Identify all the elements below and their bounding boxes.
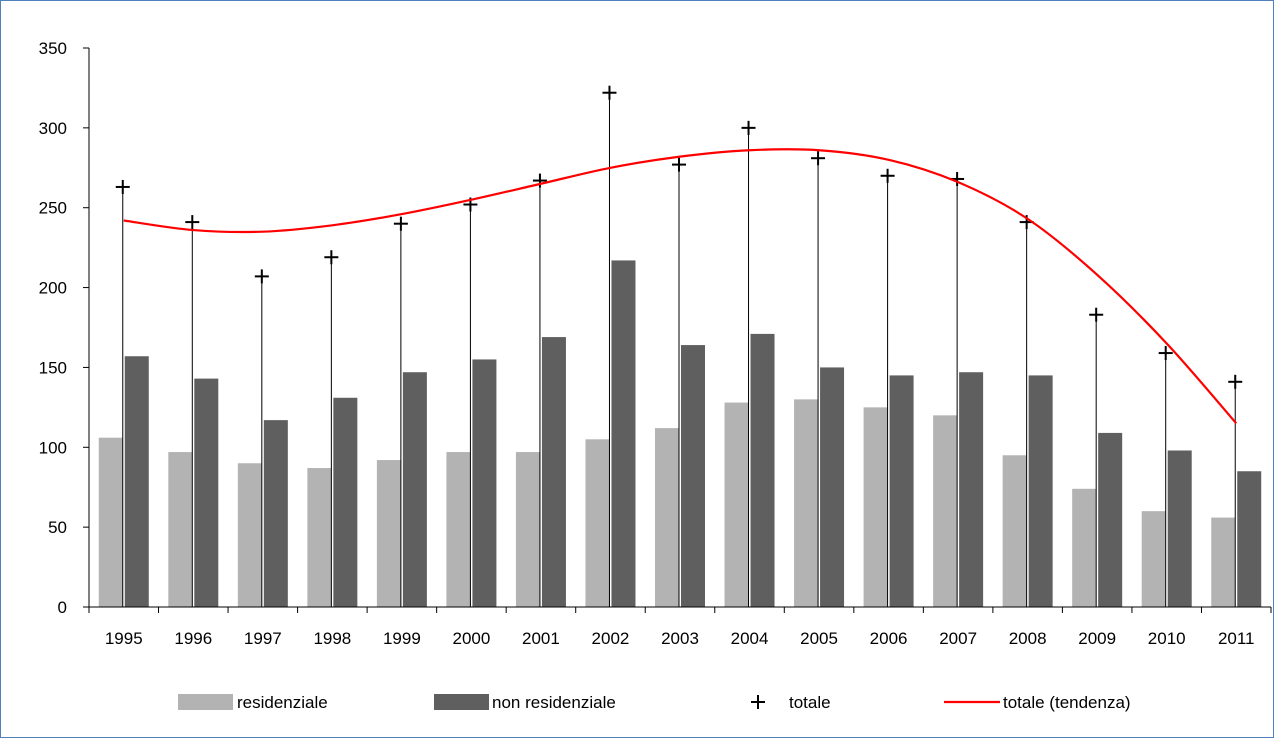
x-tick-label-2003: 2003: [661, 629, 699, 648]
bar-residenziale-2002: [585, 439, 610, 607]
totale-marker-1997: [254, 269, 269, 284]
x-tick-label-2000: 2000: [452, 629, 490, 648]
legend-label-totale: totale: [789, 693, 831, 712]
bar-residenziale-2011: [1211, 517, 1236, 607]
axes-group: 0 50 100 150 200 250 300 350 1995 1996 1997 1998 199…: [39, 39, 1272, 648]
x-tick-label-1996: 1996: [174, 629, 212, 648]
bar-residenziale-2010: [1141, 511, 1166, 607]
legend-label-totale-tendenza: totale (tendenza): [1003, 693, 1131, 712]
bar-non-residenziale-1997: [263, 420, 288, 607]
x-tick-label-2006: 2006: [870, 629, 908, 648]
legend-item-non-residenziale: non residenziale: [434, 693, 616, 712]
bar-residenziale-1998: [307, 468, 332, 607]
bar-residenziale-1996: [168, 452, 193, 607]
totale-marker-1996: [185, 215, 200, 230]
bar-non-residenziale-2007: [959, 372, 984, 607]
bar-non-residenziale-2005: [820, 367, 845, 607]
y-tick-label-0: 0: [58, 598, 67, 617]
y-tick-label-350: 350: [39, 39, 67, 58]
trendline-group: [123, 148, 1238, 425]
trendline-totale: [123, 148, 1238, 425]
y-tick-label-200: 200: [39, 279, 67, 298]
x-tick-label-2011: 2011: [1218, 629, 1255, 648]
bar-non-residenziale-2010: [1167, 450, 1192, 607]
bar-non-residenziale-2004: [750, 333, 775, 607]
y-tick-label-100: 100: [39, 438, 67, 457]
x-tick-label-2002: 2002: [592, 629, 630, 648]
totale-marker-2004: [741, 120, 756, 135]
bar-non-residenziale-2003: [681, 345, 705, 607]
totale-marker-2009: [1089, 307, 1104, 322]
legend-swatch-residenziale: [178, 694, 233, 710]
x-tick-label-2008: 2008: [1009, 629, 1047, 648]
totale-marker-2003: [672, 157, 686, 172]
totale-marker-1998: [324, 250, 339, 265]
bar-non-residenziale-2008: [1028, 375, 1053, 607]
totale-marker-2005: [811, 151, 826, 166]
bar-non-residenziale-2011: [1237, 471, 1262, 607]
totale-marker-1999: [393, 216, 408, 231]
bar-residenziale-2000: [446, 452, 471, 607]
x-tick-label-1997: 1997: [244, 629, 282, 648]
bar-non-residenziale-2001: [541, 337, 566, 607]
bar-residenziale-1997: [237, 463, 262, 607]
y-tick-label-250: 250: [39, 199, 67, 218]
bar-residenziale-1999: [376, 460, 401, 607]
legend-item-totale: totale: [751, 693, 831, 712]
x-tick-label-2005: 2005: [800, 629, 838, 648]
y-tick-label-150: 150: [39, 358, 67, 377]
bars-group: [98, 260, 1262, 607]
x-tick-label-1999: 1999: [383, 629, 421, 648]
legend-item-totale-tendenza: totale (tendenza): [944, 693, 1131, 712]
bar-non-residenziale-2000: [472, 359, 497, 607]
totale-marker-2001: [532, 173, 547, 188]
bar-residenziale-2001: [515, 452, 540, 607]
totale-marker-2002: [602, 85, 617, 100]
totale-marker-2006: [880, 168, 895, 183]
y-tick-label-300: 300: [39, 119, 67, 138]
bar-residenziale-2007: [933, 415, 958, 607]
legend-item-residenziale: residenziale: [178, 693, 328, 712]
bar-non-residenziale-2006: [889, 375, 914, 607]
bar-residenziale-2004: [724, 402, 749, 607]
x-tick-label-2009: 2009: [1078, 629, 1116, 648]
bar-non-residenziale-1999: [402, 372, 427, 607]
totale-marker-2011: [1228, 374, 1243, 389]
bar-residenziale-2005: [794, 399, 819, 607]
x-tick-label-2010: 2010: [1148, 629, 1186, 648]
x-tick-label-1998: 1998: [313, 629, 351, 648]
legend-label-non-residenziale: non residenziale: [492, 693, 616, 712]
bar-residenziale-2008: [1002, 455, 1027, 607]
x-tick-label-1995: 1995: [105, 629, 143, 648]
bar-residenziale-2009: [1072, 488, 1097, 607]
totale-marker-1995: [115, 179, 130, 194]
bar-non-residenziale-1996: [194, 378, 219, 607]
bar-non-residenziale-1998: [333, 397, 358, 607]
totale-markers-group: [115, 85, 1243, 607]
bar-residenziale-2003: [655, 428, 679, 607]
bar-non-residenziale-2009: [1098, 432, 1123, 607]
legend-swatch-non-residenziale: [434, 694, 489, 710]
x-tick-label-2004: 2004: [731, 629, 769, 648]
bar-non-residenziale-1995: [124, 356, 149, 607]
x-tick-label-2007: 2007: [939, 629, 977, 648]
bar-residenziale-2006: [863, 407, 888, 607]
legend: residenziale non residenziale totale totale…: [178, 693, 1131, 712]
legend-label-residenziale: residenziale: [237, 693, 328, 712]
bar-non-residenziale-2002: [611, 260, 636, 607]
bar-residenziale-1995: [98, 437, 123, 607]
y-tick-label-50: 50: [48, 518, 67, 537]
totale-marker-2010: [1158, 346, 1173, 361]
x-tick-label-2001: 2001: [522, 629, 560, 648]
